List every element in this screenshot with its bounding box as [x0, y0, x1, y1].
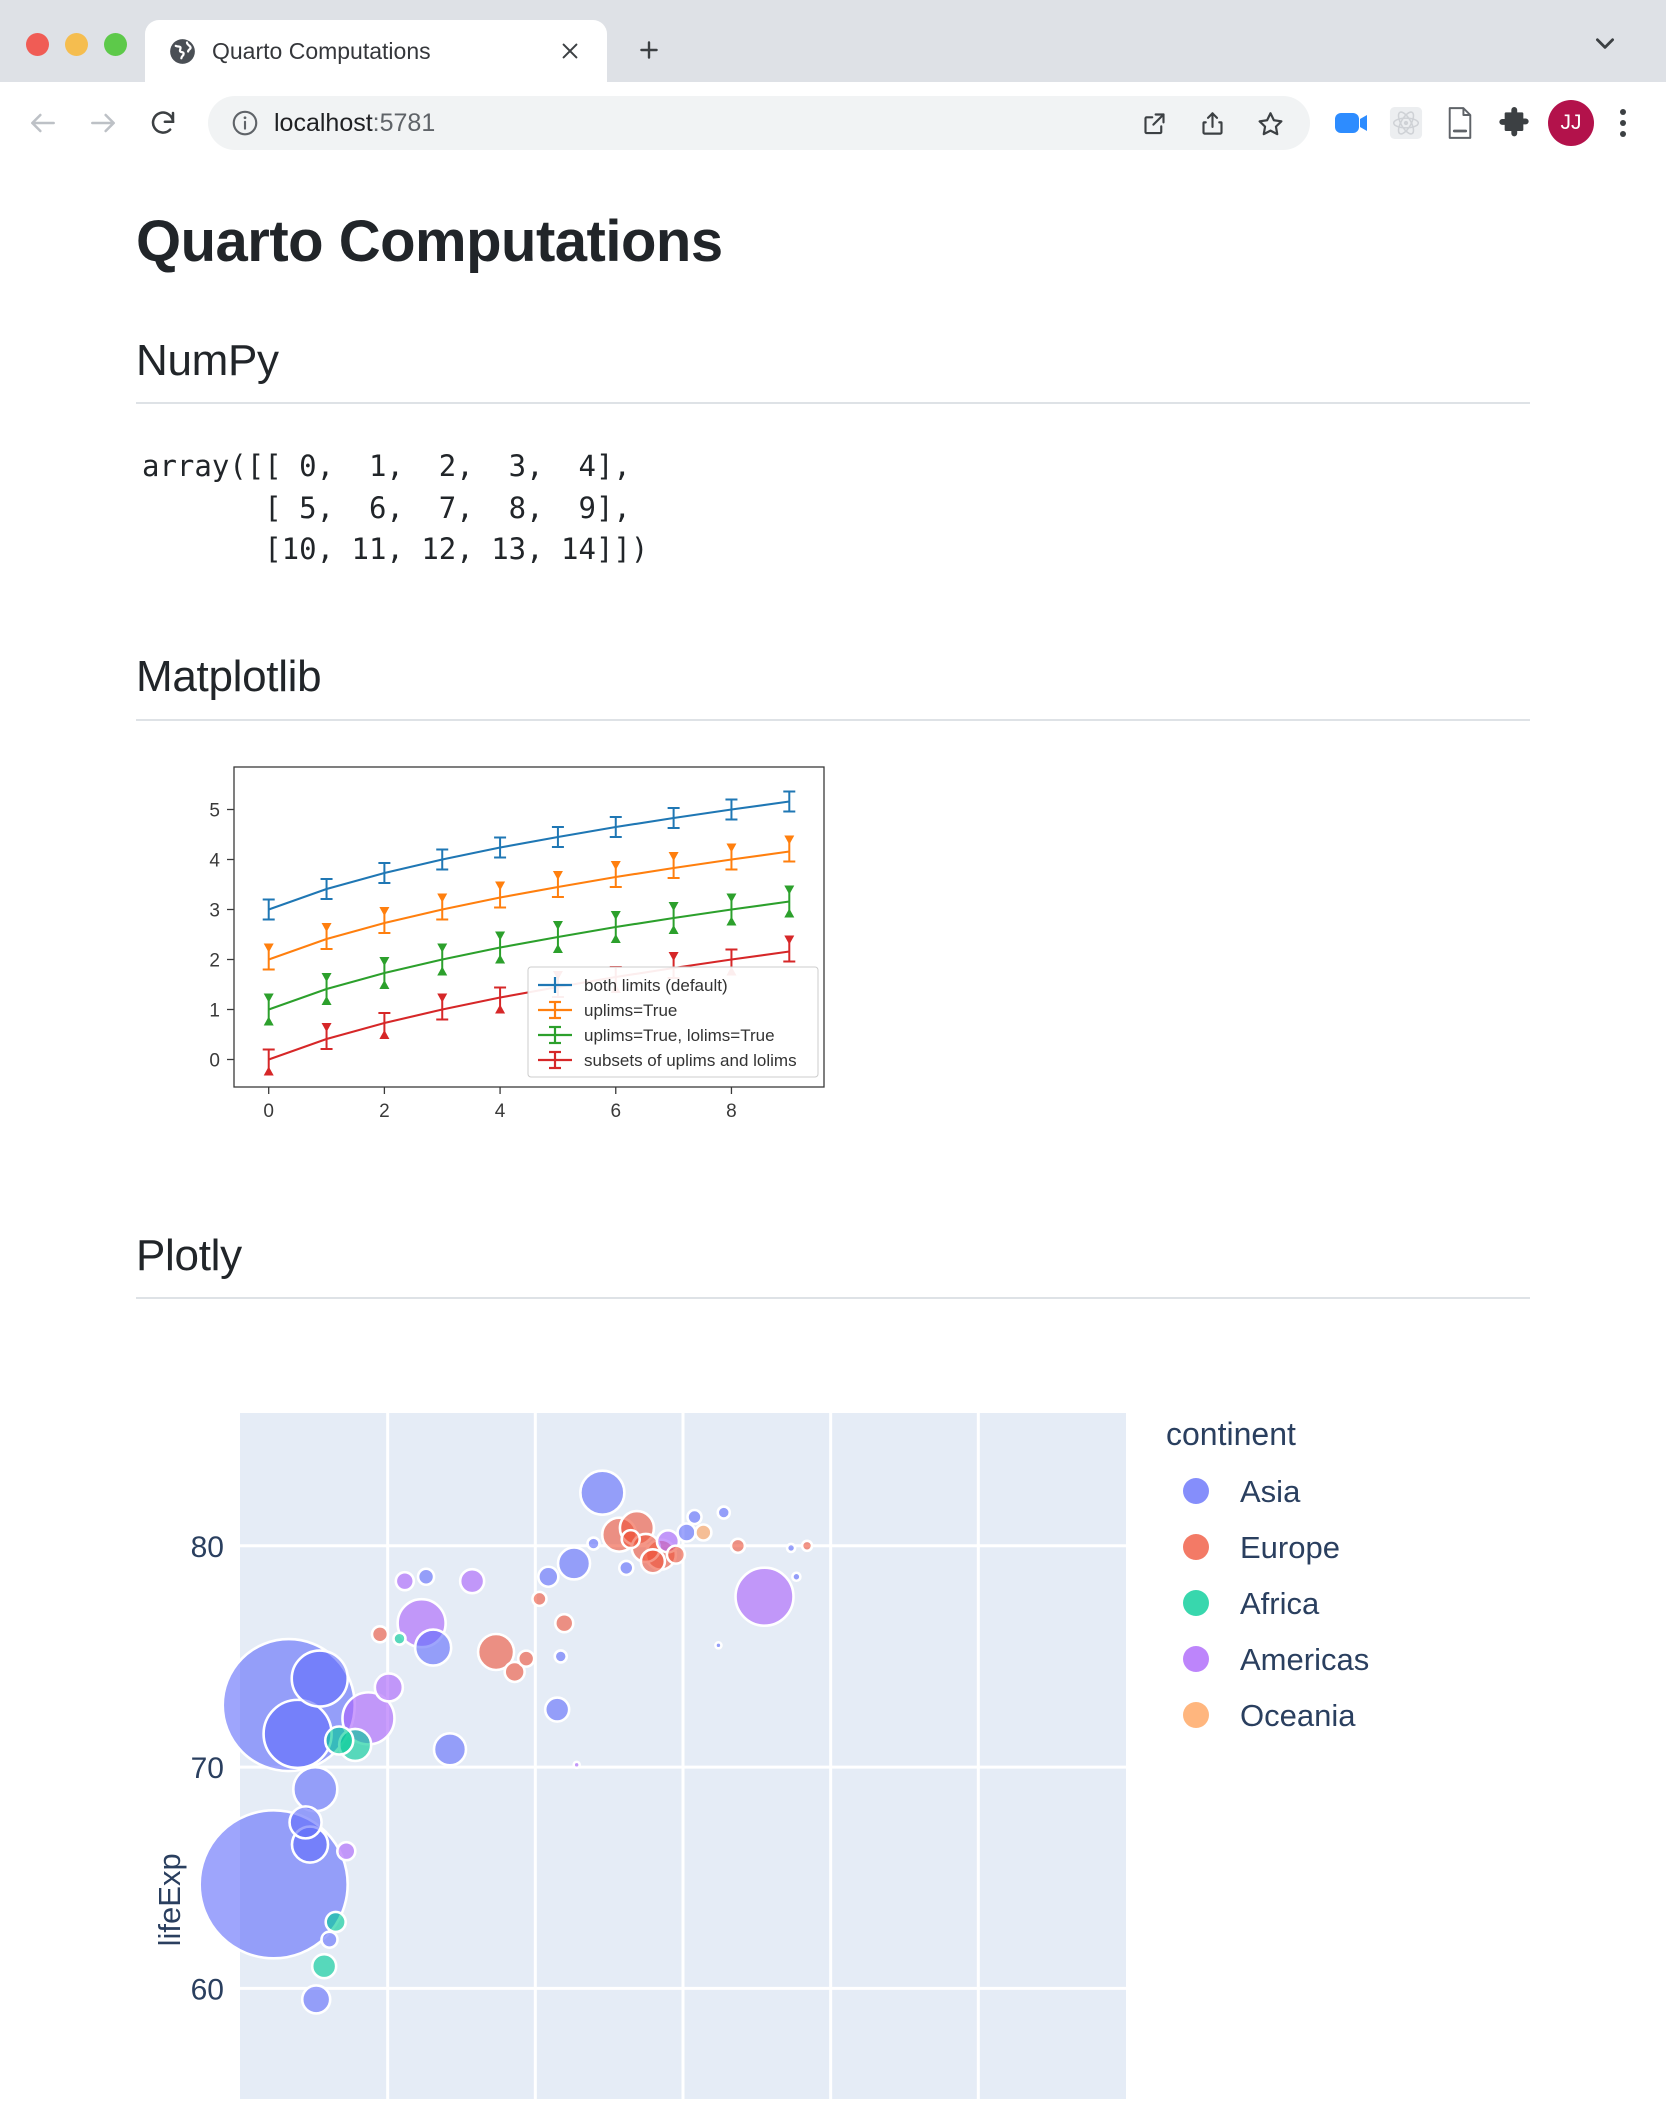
svg-text:4: 4	[209, 850, 220, 871]
svg-text:2: 2	[209, 950, 220, 971]
svg-text:0: 0	[209, 1050, 220, 1071]
section-heading-numpy: NumPy	[136, 336, 1530, 405]
page-content: Quarto Computations NumPy array([[ 0, 1,…	[0, 164, 1666, 2118]
svg-text:uplims=True, lolims=True: uplims=True, lolims=True	[584, 1026, 775, 1045]
svg-text:Asia: Asia	[1240, 1474, 1301, 1509]
svg-text:5: 5	[209, 800, 220, 821]
plotly-figure: 60 70 80 lifeExp continent Asia Europe Africa Am…	[136, 1299, 1530, 2100]
matplotlib-errorbar-chart: 0 2 4 6 8 0 1 2 3 4 5 both limits (default) uplims=T…	[209, 765, 825, 1122]
close-icon[interactable]	[553, 34, 587, 68]
svg-text:uplims=True: uplims=True	[584, 1001, 677, 1020]
document-extension-icon[interactable]	[1434, 97, 1486, 149]
svg-text:70: 70	[191, 1752, 224, 1785]
svg-text:Africa: Africa	[1240, 1586, 1320, 1621]
open-external-icon[interactable]	[1128, 97, 1180, 149]
numpy-array-output: array([[ 0, 1, 2, 3, 4], [ 5, 6, 7, 8, 9…	[142, 449, 649, 566]
share-icon[interactable]	[1186, 97, 1238, 149]
tab-strip: Quarto Computations	[0, 0, 1666, 82]
url-host: localhost	[274, 108, 373, 137]
svg-text:6: 6	[610, 1101, 621, 1122]
plotly-bubble-chart: 60 70 80 lifeExp continent Asia Europe Africa Am…	[152, 1413, 1369, 2100]
svg-text:0: 0	[263, 1101, 274, 1122]
omnibox-actions	[1128, 97, 1296, 149]
puzzle-extensions-icon[interactable]	[1488, 97, 1540, 149]
svg-text:8: 8	[726, 1101, 737, 1122]
globe-icon	[169, 38, 196, 65]
svg-text:1: 1	[209, 1000, 220, 1021]
svg-text:60: 60	[191, 1973, 224, 2006]
svg-text:Europe: Europe	[1240, 1530, 1340, 1565]
svg-text:lifeExp: lifeExp	[152, 1853, 187, 1946]
svg-text:2: 2	[379, 1101, 390, 1122]
info-circle-icon[interactable]	[230, 108, 260, 138]
three-dots-vertical-icon[interactable]	[1600, 100, 1646, 146]
section-heading-plotly: Plotly	[136, 1231, 1530, 1300]
section-heading-matplotlib: Matplotlib	[136, 652, 1530, 721]
arrow-right-icon[interactable]	[74, 94, 132, 152]
url-text: localhost:5781	[274, 109, 1114, 138]
tab-title: Quarto Computations	[212, 37, 431, 64]
svg-text:both limits (default): both limits (default)	[584, 976, 728, 995]
svg-text:3: 3	[209, 900, 220, 921]
svg-text:Oceania: Oceania	[1240, 1698, 1356, 1733]
window-controls	[0, 33, 145, 82]
new-tab-button[interactable]	[625, 26, 673, 74]
svg-text:continent: continent	[1166, 1416, 1296, 1452]
url-port: :5781	[372, 108, 436, 137]
browser-tab[interactable]: Quarto Computations	[145, 20, 607, 82]
svg-text:Americas: Americas	[1240, 1642, 1369, 1677]
reload-icon[interactable]	[134, 94, 192, 152]
star-icon[interactable]	[1244, 97, 1296, 149]
chevron-down-icon[interactable]	[1588, 26, 1622, 60]
svg-text:4: 4	[495, 1101, 506, 1122]
arrow-left-icon[interactable]	[14, 94, 72, 152]
browser-toolbar: localhost:5781	[0, 82, 1666, 164]
avatar[interactable]: JJ	[1548, 100, 1594, 146]
matplotlib-figure: 0 2 4 6 8 0 1 2 3 4 5 both limits (default) uplims=T…	[136, 721, 1530, 1137]
minimize-window-button[interactable]	[65, 33, 88, 56]
address-bar[interactable]: localhost:5781	[208, 96, 1310, 150]
svg-text:subsets of uplims and lolims: subsets of uplims and lolims	[584, 1051, 797, 1070]
page-title: Quarto Computations	[136, 209, 723, 274]
svg-text:80: 80	[191, 1531, 224, 1564]
maximize-window-button[interactable]	[104, 33, 127, 56]
close-window-button[interactable]	[26, 33, 49, 56]
react-devtools-icon[interactable]	[1380, 97, 1432, 149]
zoom-extension-icon[interactable]	[1326, 97, 1378, 149]
